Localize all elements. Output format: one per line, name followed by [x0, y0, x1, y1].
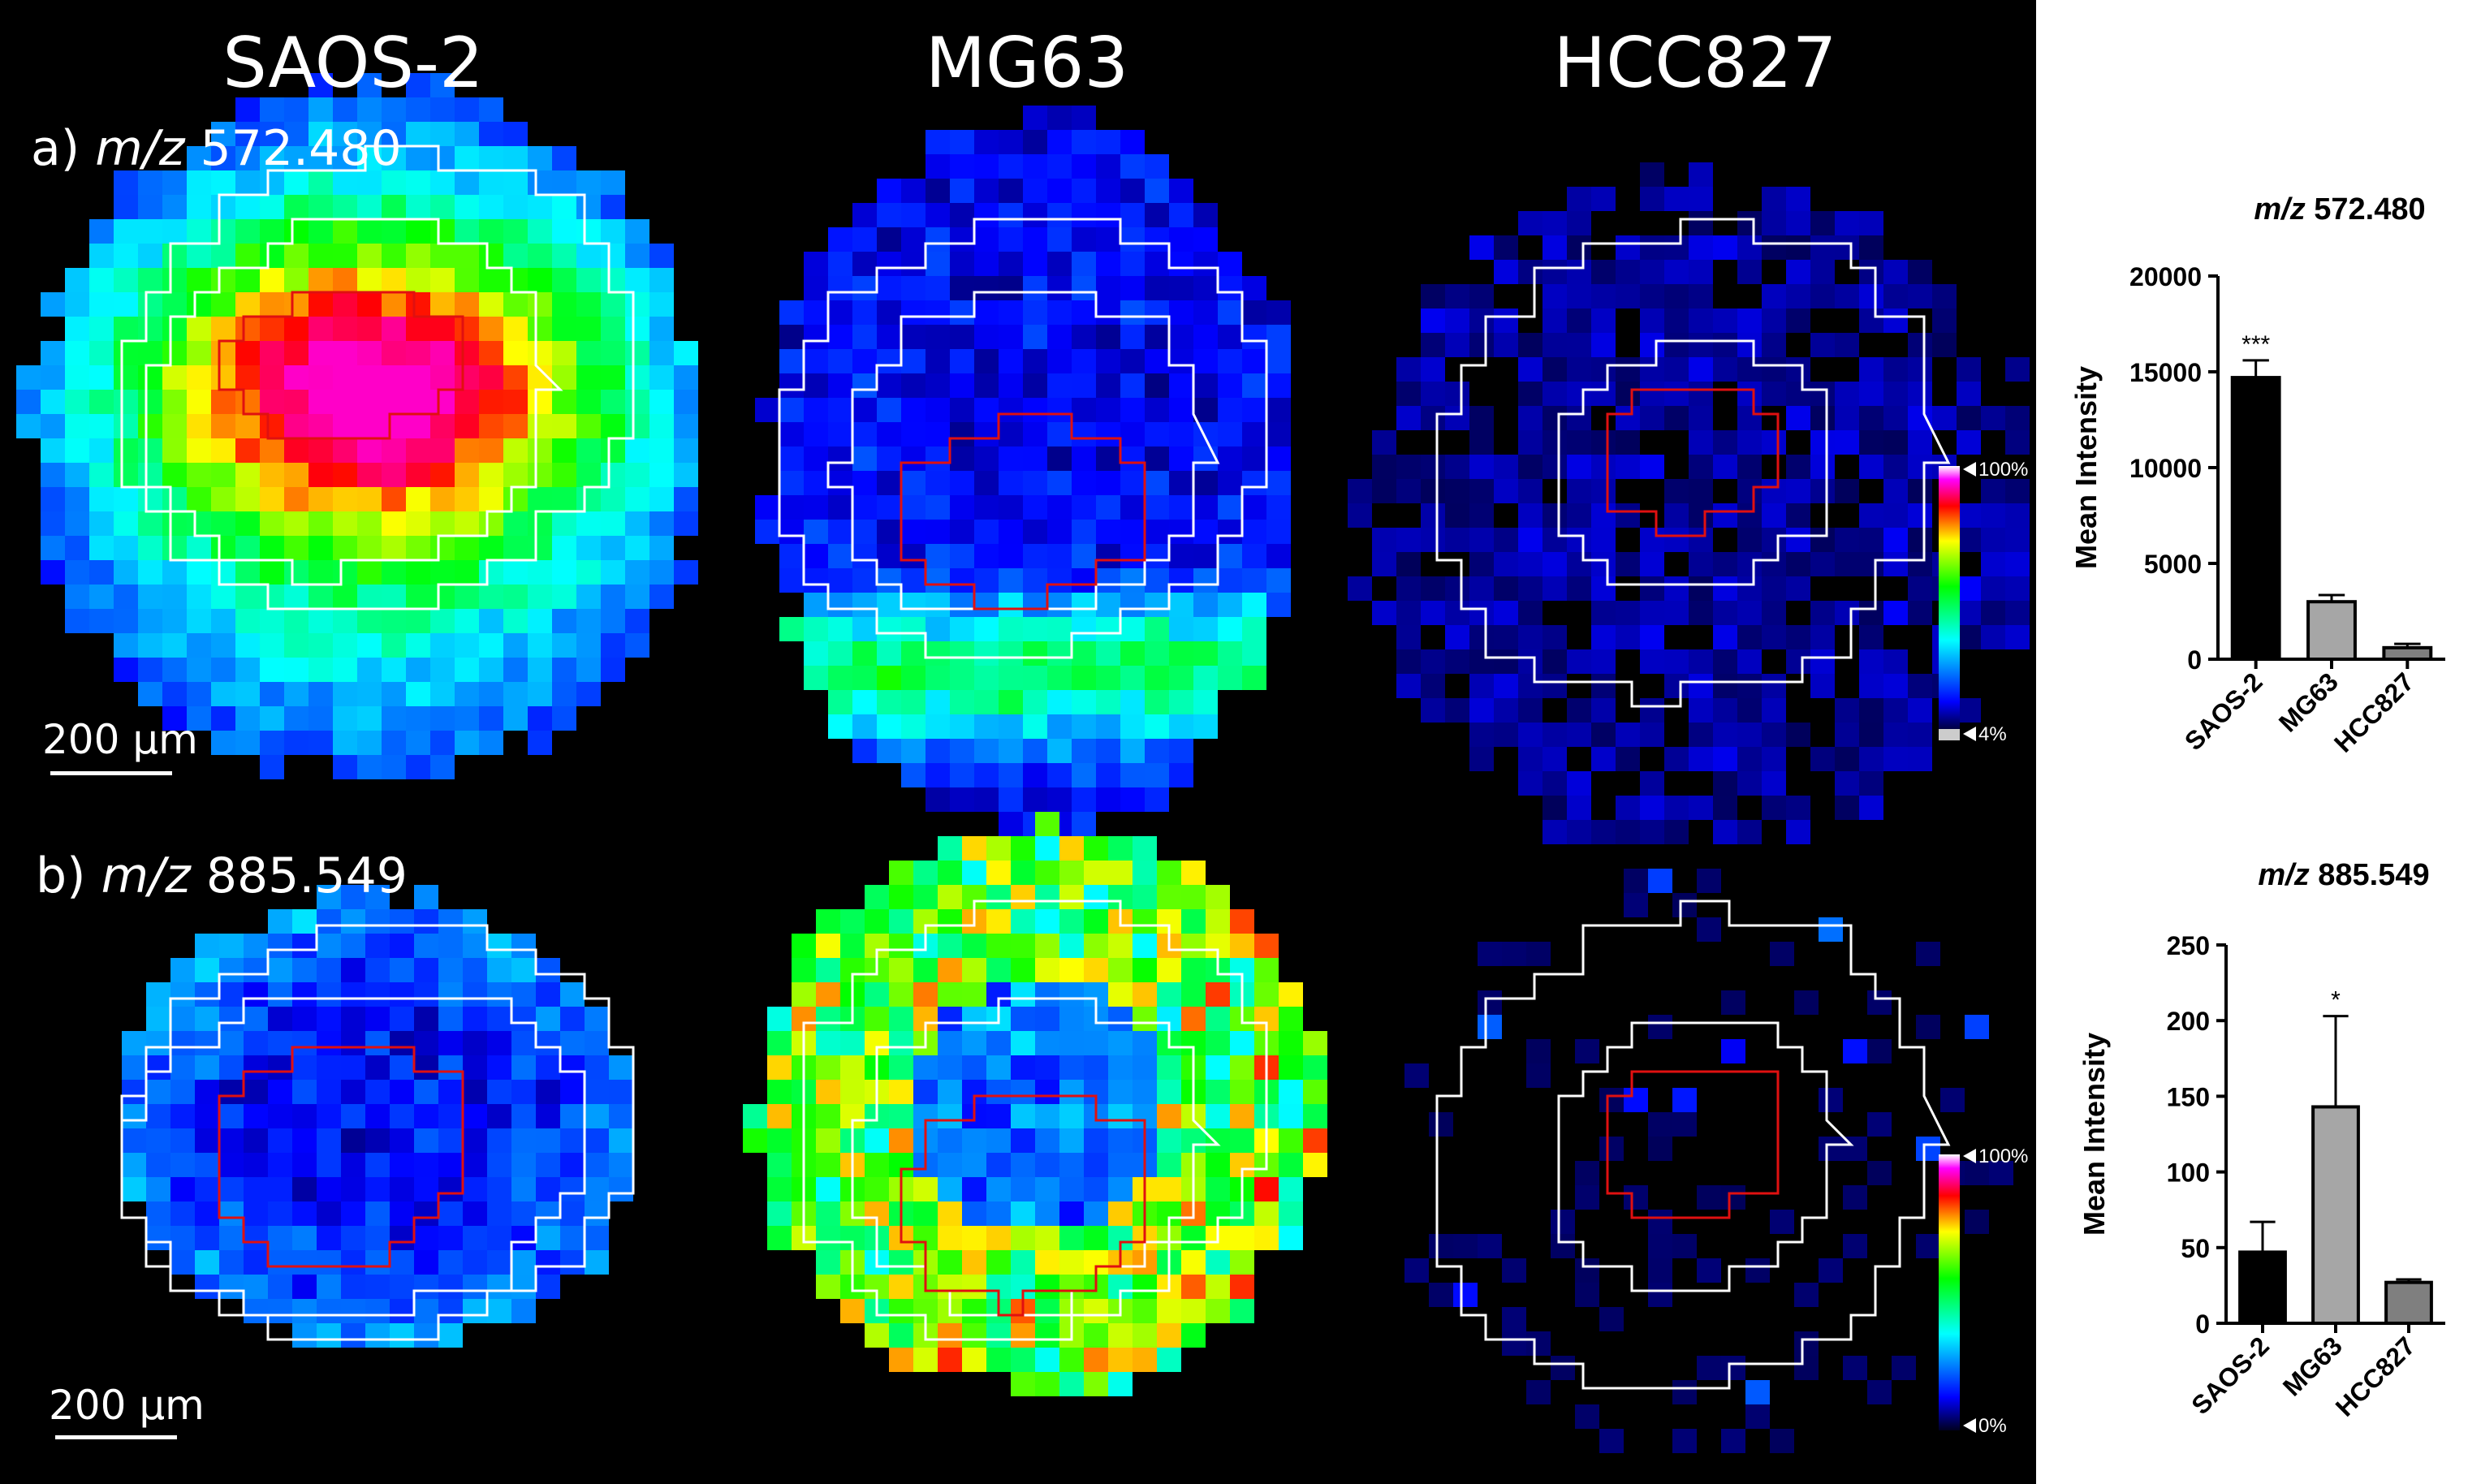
roi-saos2-b-mid [120, 997, 586, 1317]
chart-ytick-label: 0 [2187, 645, 2202, 675]
colorbar-b-max-label: 100% [1978, 1145, 2028, 1167]
roi-hcc827-a-mid [1557, 339, 1828, 586]
chart-ytick-label: 0 [2195, 1309, 2210, 1339]
chart-title: m/z 572.480 [2254, 192, 2425, 226]
chart-bar [2230, 376, 2281, 661]
chart-ytick-label: 15000 [2129, 358, 2202, 387]
heatmap-saos2-a [16, 73, 698, 779]
chart-significance: * [2331, 987, 2341, 1014]
heatmap-mg63-a [755, 106, 1291, 836]
roi-mg63-a-outer [778, 218, 1268, 659]
row-label-a: a) m/z 572.480 [31, 120, 402, 177]
chart-xtick-label: SAOS-2 [2185, 1331, 2275, 1420]
chart-xtick-label: HCC827 [2328, 667, 2419, 757]
column-title-saos2: SAOS-2 [222, 23, 484, 104]
chart-ytick-label: 10000 [2129, 454, 2202, 483]
chart-xtick-label: HCC827 [2330, 1331, 2421, 1421]
chart-bar [2384, 1280, 2433, 1325]
roi-mg63-a-mid [826, 291, 1220, 610]
chart-ytick-label: 150 [2167, 1082, 2210, 1111]
colorbar-a-floor [1939, 729, 1960, 740]
roi-saos2-b-inner [218, 1046, 464, 1268]
row-label-b-italic: m/z [101, 848, 191, 904]
colorbar-a [1939, 466, 1960, 734]
scale-bar-label-b: 200 µm [49, 1382, 205, 1429]
chart-bar [2238, 1250, 2287, 1326]
row-label-b-value: 885.549 [205, 848, 408, 904]
chart-ytick-label: 250 [2167, 931, 2210, 960]
chart-significance: *** [2241, 331, 2270, 358]
chart-ytick-label: 50 [2181, 1234, 2210, 1263]
heatmap-hcc827-a [1348, 162, 2030, 844]
colorbar-b-min-marker [1963, 1418, 1976, 1433]
heatmap-mg63-b [743, 812, 1327, 1396]
heatmap-saos2-b [122, 885, 633, 1348]
heatmap-layer [16, 73, 2030, 1453]
heatmap-hcc827-b [1404, 869, 2013, 1453]
colorbar-layer: 100% 4% 100% 0% [1939, 459, 2028, 1437]
chart-ytick-label: 100 [2167, 1158, 2210, 1188]
roi-hcc827-b-mid [1557, 1021, 1854, 1292]
chart-xtick-label: MG63 [2277, 1331, 2348, 1401]
row-label-b: b) m/z 885.549 [36, 848, 408, 904]
chart-ylabel: Mean Intensity [2069, 366, 2103, 569]
row-label-a-value: 572.480 [200, 120, 402, 177]
ms-image-panel: SAOS-2 MG63 HCC827 a) m/z 572.480 b) m/z… [0, 0, 2036, 1484]
chart-xtick-label: SAOS-2 [2179, 667, 2268, 756]
roi-mg63-b-inner [900, 1094, 1146, 1317]
bar-chart-572: m/z 572.480 Mean Intensity 0 5000 10000 15000… [2069, 192, 2445, 758]
roi-saos2-a-mid [145, 218, 563, 586]
chart-title-italic: m/z [2254, 192, 2305, 226]
colorbar-b-min-label: 0% [1978, 1415, 2007, 1437]
roi-saos2-a-inner [218, 291, 464, 440]
roi-saos2-a-outer [120, 145, 635, 610]
chart-title: m/z 885.549 [2258, 858, 2429, 892]
roi-mg63-a-inner [900, 412, 1146, 610]
column-title-mg63: MG63 [925, 23, 1129, 104]
scale-bar-b [55, 1435, 177, 1439]
row-label-a-italic: m/z [95, 120, 185, 177]
roi-hcc827-a-inner [1606, 388, 1780, 537]
chart-xtick-label: MG63 [2273, 667, 2344, 737]
scale-bar-a [50, 771, 172, 775]
chart-title-italic: m/z [2258, 858, 2309, 892]
chart-title-value: 572.480 [2306, 192, 2426, 226]
chart-bar [2382, 645, 2433, 662]
roi-hcc827-a-outer [1435, 218, 1951, 708]
chart-ytick-label: 200 [2167, 1007, 2210, 1036]
colorbar-a-min-marker [1963, 727, 1976, 741]
chart-ylabel: Mean Intensity [2078, 1033, 2111, 1236]
roi-hcc827-b-inner [1606, 1070, 1780, 1219]
colorbar-a-max-marker [1963, 462, 1976, 477]
row-label-b-prefix: b) [36, 848, 86, 904]
colorbar-b [1939, 1154, 1960, 1430]
colorbar-a-max-label: 100% [1978, 459, 2028, 481]
colorbar-a-min-label: 4% [1978, 723, 2007, 745]
chart-ytick-label: 5000 [2144, 550, 2202, 579]
chart-bar [2306, 600, 2357, 662]
roi-mg63-b-outer [802, 899, 1268, 1341]
roi-mg63-b-mid [851, 997, 1221, 1317]
colorbar-b-max-marker [1963, 1149, 1976, 1163]
roi-hcc827-b-outer [1435, 899, 1951, 1390]
chart-ytick-label: 20000 [2129, 262, 2202, 291]
chart-bar [2311, 1105, 2360, 1325]
row-label-a-prefix: a) [31, 120, 80, 177]
bar-chart-885: m/z 885.549 Mean Intensity 0 50 100 150 200 250… [2078, 858, 2445, 1422]
column-title-hcc827: HCC827 [1553, 23, 1837, 104]
chart-title-value: 885.549 [2310, 858, 2430, 892]
scale-bar-label-a: 200 µm [42, 716, 198, 763]
